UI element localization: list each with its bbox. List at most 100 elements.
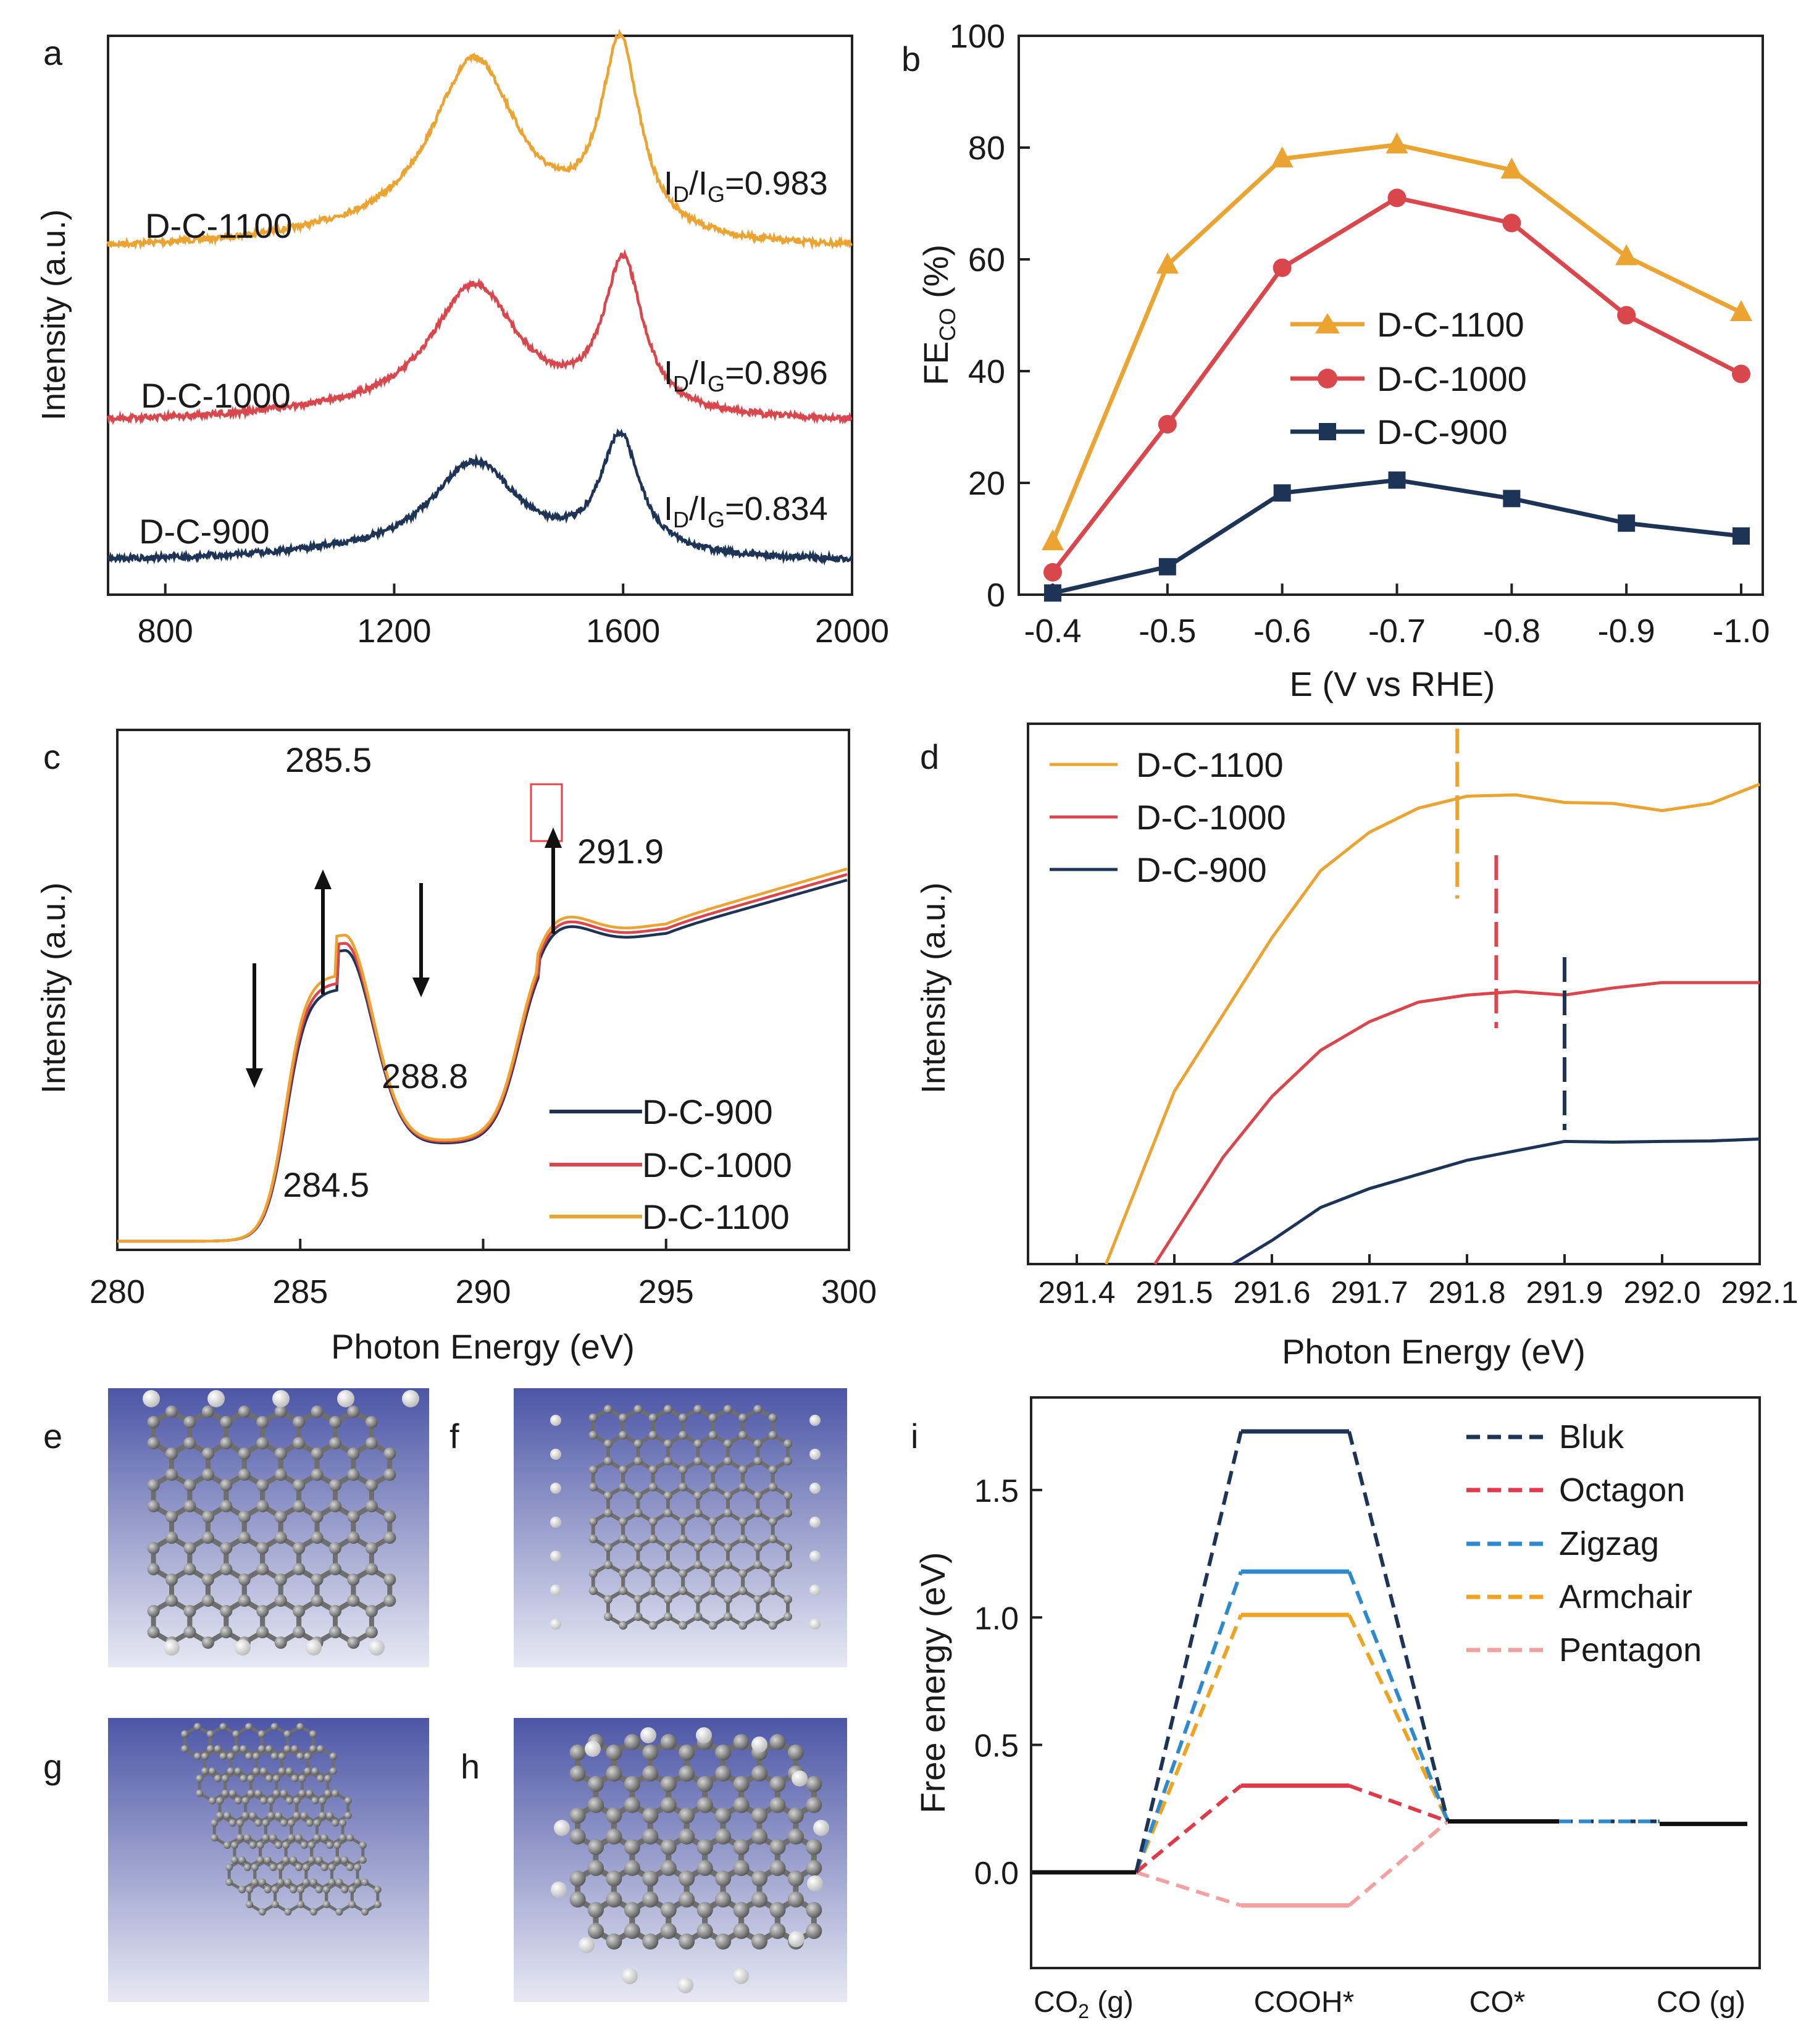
carbon-atom xyxy=(147,1479,160,1491)
data-point-d-c-900 xyxy=(1158,558,1176,576)
carbon-atom xyxy=(183,1500,196,1512)
carbon-atom xyxy=(329,1753,337,1760)
legend-label-armchair: Armchair xyxy=(1559,1578,1692,1615)
category-co2-sub: 2 xyxy=(1078,2000,1089,2022)
carbon-atom xyxy=(284,1908,292,1916)
carbon-atom xyxy=(271,1901,279,1908)
carbon-atom xyxy=(295,1834,303,1841)
connector-bluk xyxy=(1134,1431,1243,1873)
carbon-atom xyxy=(311,1594,324,1607)
panel-c: c 280 285 290 295 300 Photon Energy (eV) Int… xyxy=(35,729,877,1366)
carbon-atom xyxy=(768,1483,777,1491)
carbon-atom xyxy=(365,1500,378,1512)
carbon-atom xyxy=(738,1569,748,1578)
carbon-atom xyxy=(588,1431,598,1439)
carbon-atom xyxy=(724,1457,732,1465)
carbon-atom xyxy=(648,1535,658,1543)
carbon-atom xyxy=(588,1797,604,1813)
carbon-atom xyxy=(693,1560,703,1569)
carbon-atom xyxy=(588,1860,604,1876)
hydrogen-atom xyxy=(207,1390,225,1407)
carbon-atom xyxy=(278,1767,286,1775)
carbon-atom xyxy=(769,1734,786,1750)
panel-label-f: f xyxy=(449,1417,459,1456)
panel-label-g: g xyxy=(43,1747,62,1786)
spectrum-d-c-1000 xyxy=(1153,981,1760,1265)
carbon-atom xyxy=(806,1839,822,1855)
carbon-atom xyxy=(206,1745,214,1753)
carbon-atom xyxy=(313,1834,321,1841)
axes-frame-b xyxy=(1018,35,1764,596)
carbon-atom xyxy=(751,1933,767,1950)
panel-label-d: d xyxy=(920,737,939,776)
arrow-head-down-288 xyxy=(412,978,430,997)
carbon-atom xyxy=(249,1812,257,1819)
carbon-atom xyxy=(606,1765,622,1782)
carbon-atom xyxy=(708,1483,717,1491)
carbon-atom xyxy=(359,1856,367,1864)
carbon-atom xyxy=(262,1819,270,1827)
carbon-atom xyxy=(329,1542,341,1554)
carbon-atom xyxy=(784,1560,792,1569)
carbon-atom xyxy=(183,1563,196,1575)
carbon-atom xyxy=(324,1775,332,1782)
carbon-atom xyxy=(232,1745,240,1753)
carbon-atom xyxy=(277,1879,285,1886)
spectrum-d-c-900 xyxy=(106,428,853,566)
carbon-atom xyxy=(660,1797,677,1813)
carbon-atom xyxy=(256,1542,269,1554)
carbon-atom xyxy=(724,1405,732,1414)
carbon-atom xyxy=(275,1812,283,1819)
panel-label-e: e xyxy=(43,1417,62,1456)
carbon-atom xyxy=(280,1819,288,1827)
carbon-atom xyxy=(696,1923,713,1939)
x-tick-label: 285 xyxy=(272,1273,328,1310)
x-tick-label: 295 xyxy=(638,1273,694,1310)
carbon-atom xyxy=(311,1767,319,1775)
carbon-atom xyxy=(258,1908,266,1916)
carbon-atom xyxy=(274,1447,287,1460)
hydrogen-atom xyxy=(696,1727,712,1743)
carbon-atom xyxy=(733,1902,750,1918)
x-axis-label-b: E (V vs RHE) xyxy=(1290,664,1495,703)
carbon-atom xyxy=(246,1886,253,1893)
carbon-atom xyxy=(619,1586,628,1595)
carbon-atom xyxy=(588,1586,598,1595)
carbon-atom xyxy=(293,1605,306,1617)
carbon-atom xyxy=(347,1531,360,1544)
ratio-i-2: I xyxy=(698,490,708,527)
carbon-atom xyxy=(588,1923,604,1939)
carbon-atom xyxy=(633,1405,643,1414)
data-point-d-c-1100 xyxy=(1386,132,1408,154)
hydrogen-atom xyxy=(792,1770,808,1786)
carbon-atom xyxy=(269,1834,277,1841)
carbon-atom xyxy=(693,1405,703,1414)
carbon-atom xyxy=(328,1879,336,1886)
carbon-atom xyxy=(738,1621,748,1630)
ratio-d-sub: D xyxy=(673,371,689,396)
ratio-d-sub: D xyxy=(673,507,689,532)
hydrogen-atom xyxy=(809,1415,821,1426)
carbon-atom xyxy=(664,1612,672,1621)
carbon-atom xyxy=(165,1594,178,1607)
data-point-d-c-1100 xyxy=(1500,157,1523,179)
carbon-atom xyxy=(329,1437,341,1449)
carbon-atom xyxy=(569,1807,586,1824)
carbon-atom xyxy=(147,1563,160,1575)
data-point-d-c-900 xyxy=(1388,471,1406,489)
carbon-atom xyxy=(324,1790,332,1797)
carbon-atom xyxy=(302,1864,310,1871)
carbon-atom xyxy=(383,1531,396,1544)
carbon-atom xyxy=(648,1621,658,1630)
x-tick-label: 291.8 xyxy=(1428,1275,1505,1310)
carbon-atom xyxy=(315,1856,323,1864)
carbon-atom xyxy=(201,1636,214,1649)
carbon-atom xyxy=(733,1860,750,1876)
carbon-atom xyxy=(715,1891,732,1908)
carbon-atom xyxy=(225,1864,233,1871)
x-tick-label: 1200 xyxy=(357,613,431,650)
carbon-atom xyxy=(196,1775,204,1782)
carbon-atom xyxy=(147,1542,160,1554)
y-axis-label-d: Intensity (a.u.) xyxy=(915,882,952,1094)
annotation-285-5: 285.5 xyxy=(285,740,372,779)
